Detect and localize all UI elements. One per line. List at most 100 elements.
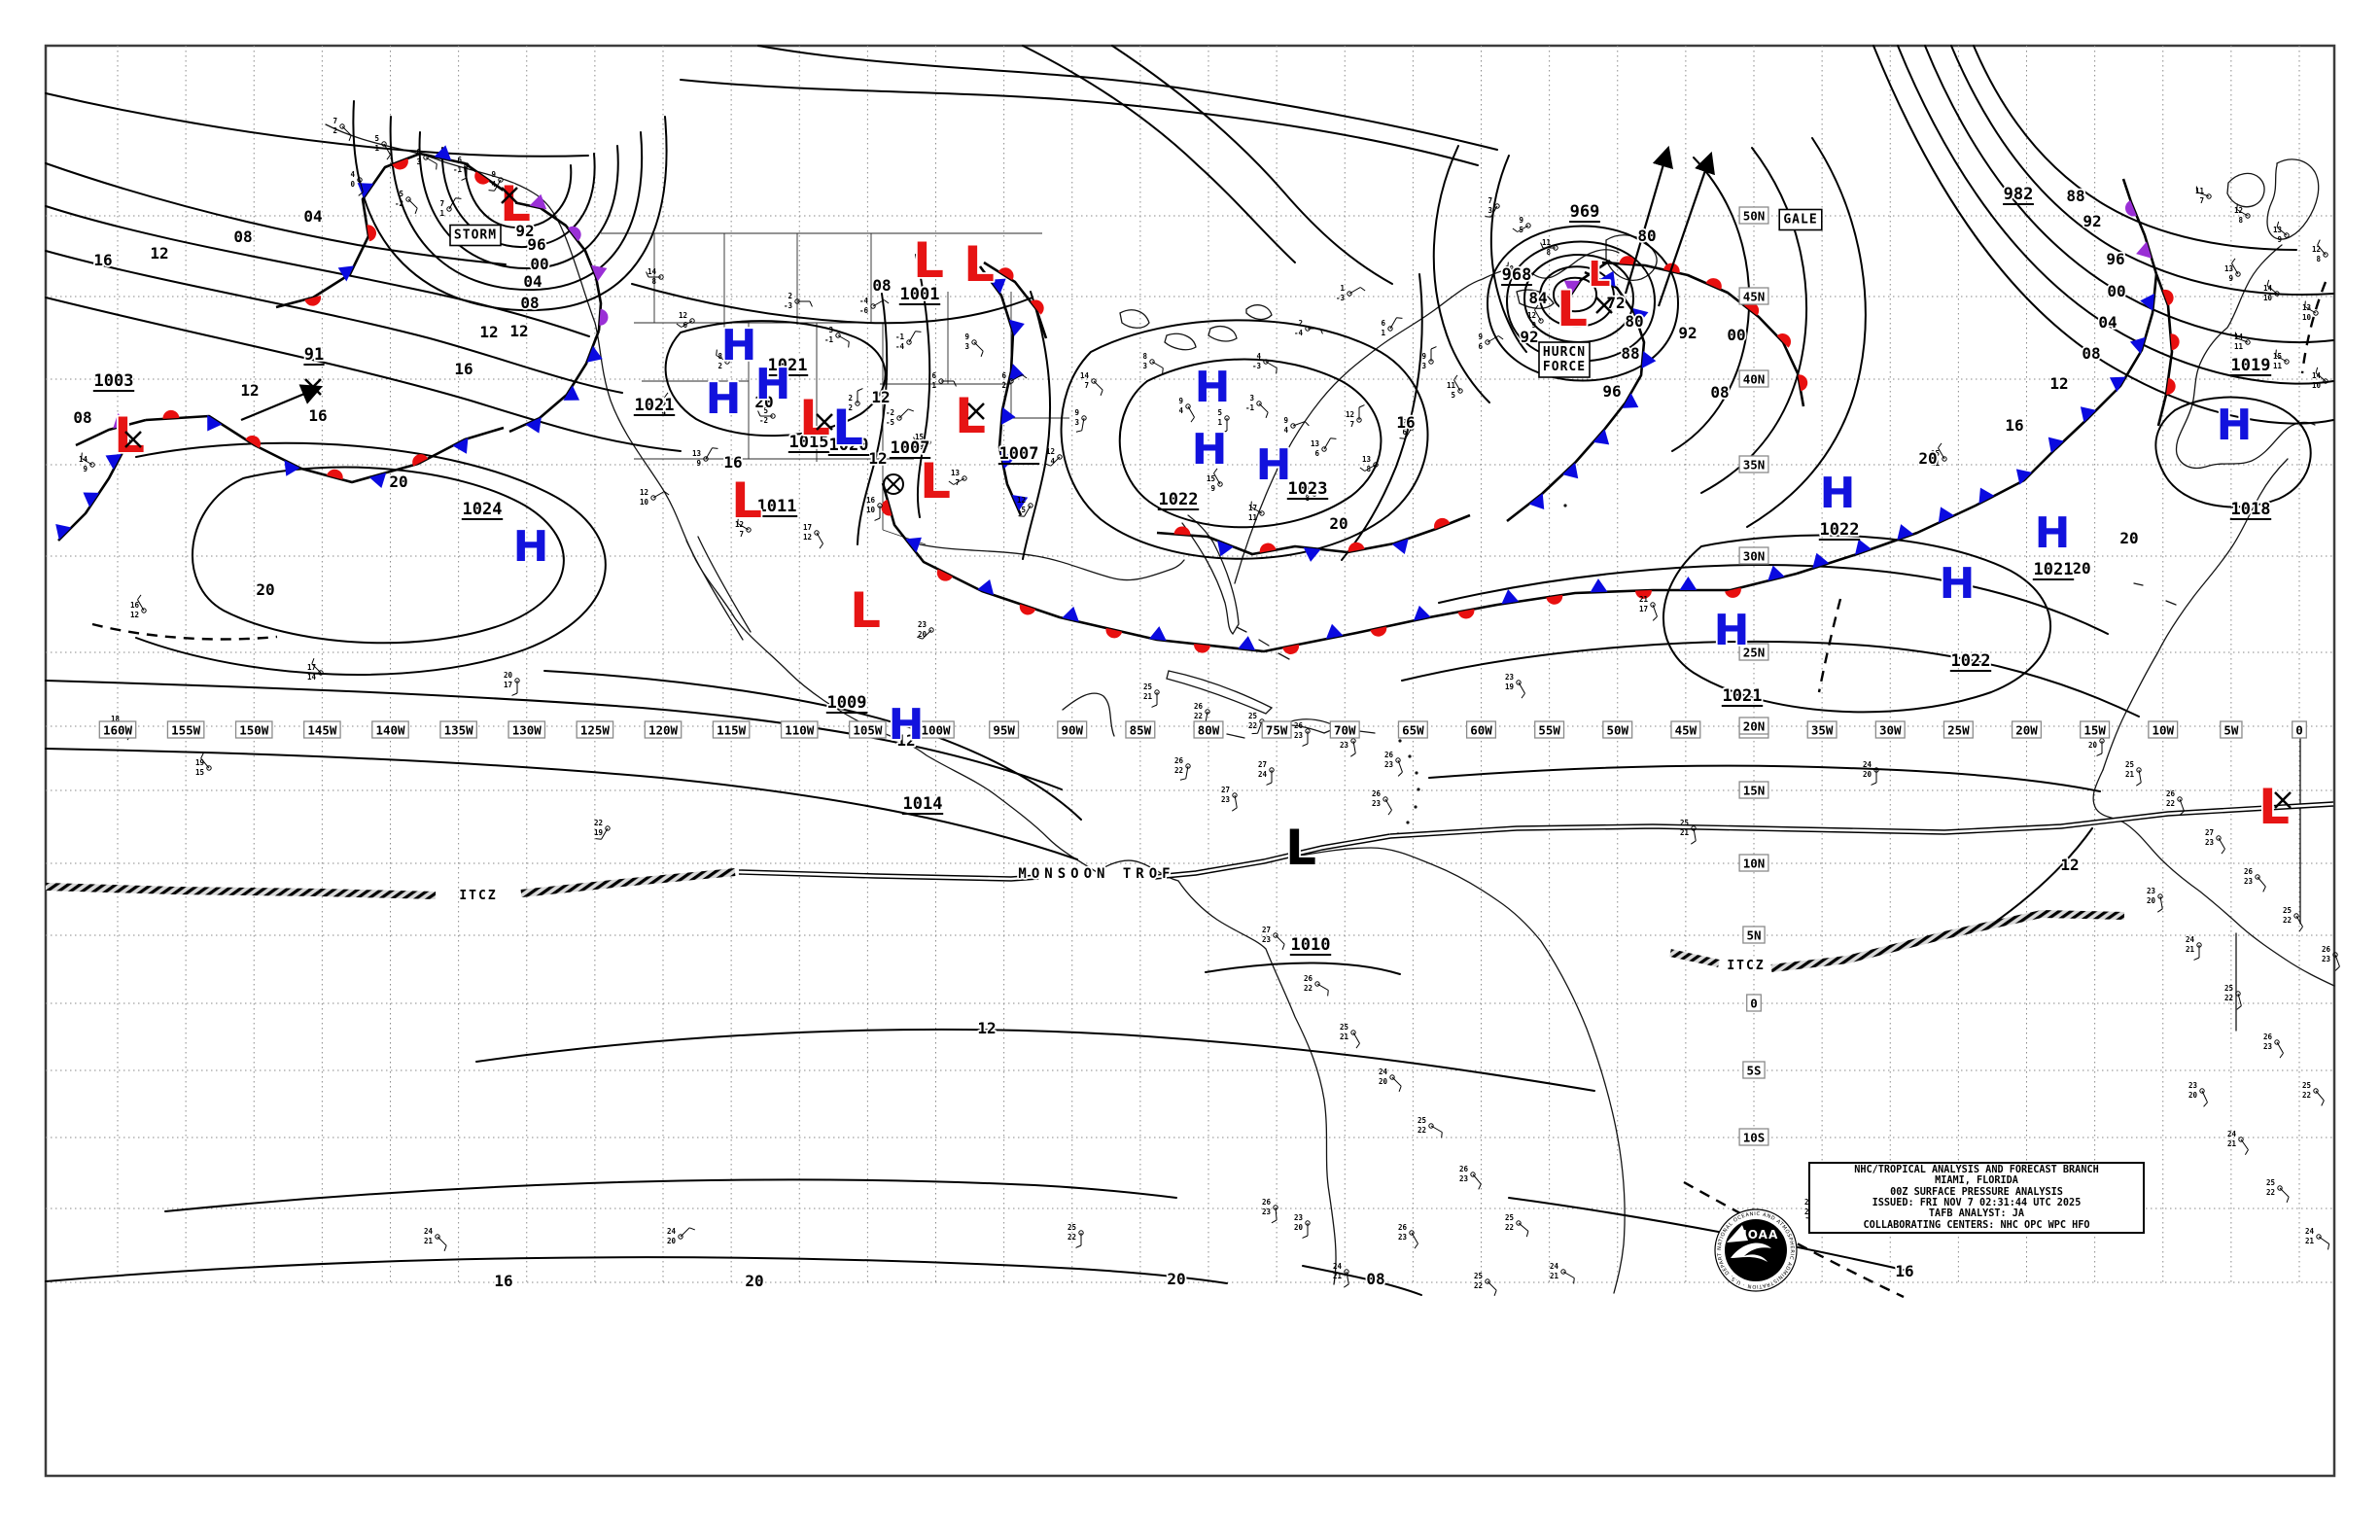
svg-text:21: 21	[1340, 1032, 1349, 1041]
front-marker	[1812, 552, 1830, 569]
front-marker	[83, 492, 100, 508]
front-marker	[412, 454, 429, 467]
isobar	[192, 466, 565, 645]
high-center: H	[755, 360, 791, 409]
svg-text:9: 9	[964, 332, 969, 341]
svg-text:75W: 75W	[1266, 723, 1288, 738]
svg-text:12: 12	[679, 311, 687, 320]
svg-text:10S: 10S	[1743, 1131, 1766, 1145]
svg-text:STORM: STORM	[454, 228, 497, 243]
svg-text:-5: -5	[886, 418, 894, 427]
front-marker	[599, 308, 609, 326]
svg-text:24: 24	[2227, 1130, 2237, 1138]
isobar	[1924, 45, 2334, 343]
svg-text:23: 23	[1340, 741, 1349, 750]
svg-text:20: 20	[2072, 559, 2090, 578]
svg-text:6: 6	[931, 371, 936, 380]
high-center: H	[889, 700, 925, 750]
svg-text:25: 25	[1418, 1116, 1426, 1125]
isobar	[352, 100, 668, 312]
svg-text:8: 8	[2316, 255, 2321, 263]
svg-text:26: 26	[1398, 1223, 1408, 1232]
svg-text:24: 24	[2305, 1227, 2315, 1236]
station-plot: 136	[1311, 438, 1337, 458]
itcz-line	[45, 883, 437, 899]
svg-text:9: 9	[491, 170, 496, 179]
station-plot: 5-2	[395, 190, 418, 214]
svg-text:22: 22	[2302, 1091, 2311, 1100]
svg-text:24: 24	[1333, 1262, 1343, 1271]
front-marker	[1217, 540, 1234, 557]
station-plot: 93	[1074, 408, 1087, 433]
svg-text:80: 80	[1625, 312, 1643, 331]
svg-text:115W: 115W	[717, 723, 747, 738]
svg-text:3: 3	[416, 158, 421, 166]
svg-text:10: 10	[2302, 313, 2312, 322]
svg-text:1: 1	[931, 381, 936, 390]
svg-text:1: 1	[1381, 329, 1385, 337]
svg-text:3: 3	[1142, 362, 1147, 370]
isobar	[135, 441, 607, 676]
station-plots: 7251836-194405-2711491612171419151813201…	[79, 117, 2340, 1296]
svg-text:10: 10	[657, 399, 667, 407]
svg-text:12: 12	[509, 322, 528, 340]
svg-text:23: 23	[1262, 935, 1272, 944]
svg-text:1022: 1022	[1951, 651, 1991, 671]
front-marker	[1705, 278, 1722, 290]
front-marker	[1501, 589, 1520, 605]
station-plot: 149	[79, 452, 95, 473]
front-marker	[1008, 319, 1025, 336]
svg-text:8: 8	[1142, 352, 1147, 361]
itcz-line	[1669, 949, 1720, 967]
svg-text:08: 08	[73, 408, 91, 427]
svg-text:40N: 40N	[1743, 372, 1766, 387]
isobar	[45, 297, 682, 452]
svg-text:125W: 125W	[580, 723, 611, 738]
station-plot: 96	[1478, 332, 1504, 351]
station-plot: 2-4	[1294, 319, 1323, 337]
isobar	[418, 131, 619, 270]
svg-text:2: 2	[1298, 319, 1303, 328]
front-marker	[327, 469, 343, 480]
high-center: H	[706, 374, 742, 424]
station-plot: 124	[1045, 447, 1063, 467]
svg-text:08: 08	[520, 294, 539, 312]
svg-text:70W: 70W	[1334, 723, 1356, 738]
low-center: L	[913, 232, 944, 289]
front-marker	[1325, 623, 1344, 640]
svg-text:08: 08	[872, 276, 891, 295]
svg-text:23: 23	[1398, 1233, 1408, 1242]
svg-text:4: 4	[1256, 352, 1261, 361]
isobar	[45, 250, 623, 394]
svg-text:13: 13	[1362, 455, 1372, 464]
station-plot: 125	[1017, 496, 1033, 517]
station-plot: 61	[931, 371, 957, 390]
svg-text:22: 22	[1248, 721, 1257, 730]
svg-text:25: 25	[2125, 760, 2134, 769]
svg-text:26: 26	[2244, 867, 2254, 876]
station-plot: 94	[1283, 416, 1310, 435]
svg-text:50N: 50N	[1743, 209, 1766, 224]
svg-text:-2: -2	[759, 416, 768, 425]
front-marker	[2015, 469, 2033, 485]
isobar	[1523, 254, 1635, 343]
svg-text:NOAA: NOAA	[1737, 1228, 1779, 1242]
svg-text:5: 5	[763, 406, 768, 415]
front-marker	[207, 414, 223, 432]
svg-text:1021: 1021	[635, 396, 675, 415]
front-marker	[998, 267, 1014, 281]
isobar	[1539, 265, 1616, 328]
svg-text:85W: 85W	[1130, 723, 1152, 738]
svg-text:0: 0	[2295, 723, 2303, 738]
